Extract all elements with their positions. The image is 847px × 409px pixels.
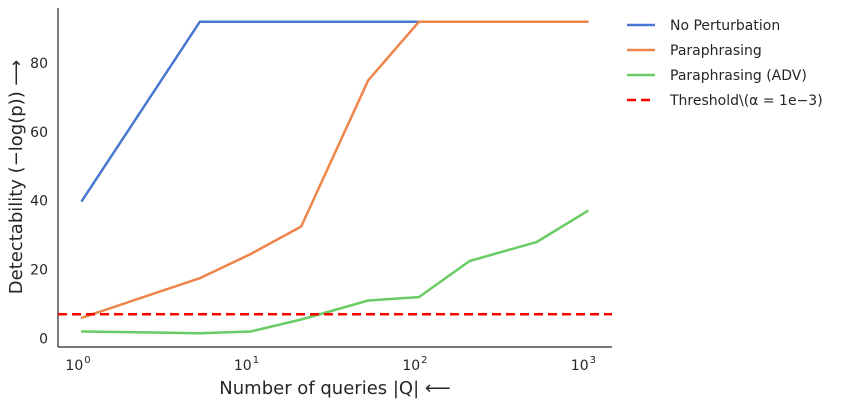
legend-label: Paraphrasing [670,43,762,59]
x-tick-label: 100 [65,355,90,374]
x-tick-label: 103 [571,355,596,374]
series-line-1 [80,20,589,202]
x-tick-label: 101 [234,355,259,374]
series-layer [58,20,612,335]
y-axis-label: Detectability (−log(p)) ⟶ [6,60,27,294]
legend: No Perturbation Paraphrasing Paraphrasing … [627,18,823,109]
y-tick-label: 80 [30,56,48,72]
y-tick-label: 40 [30,194,48,210]
series-line-2 [80,20,589,319]
series-line-3 [80,209,589,335]
y-tick-label: 20 [30,263,48,279]
legend-label: Paraphrasing (ADV) [670,68,807,84]
y-tick-label: 0 [39,331,48,347]
tick-layer: 100 101 102 103 0 20 40 60 80 [30,56,596,374]
legend-label: No Perturbation [670,18,780,34]
legend-label: Threshold\(α = 1e−3) [669,93,823,109]
x-tick-label: 102 [402,355,427,374]
x-axis-label: Number of queries |Q| ⟵ [219,378,450,399]
y-tick-label: 60 [30,125,48,141]
